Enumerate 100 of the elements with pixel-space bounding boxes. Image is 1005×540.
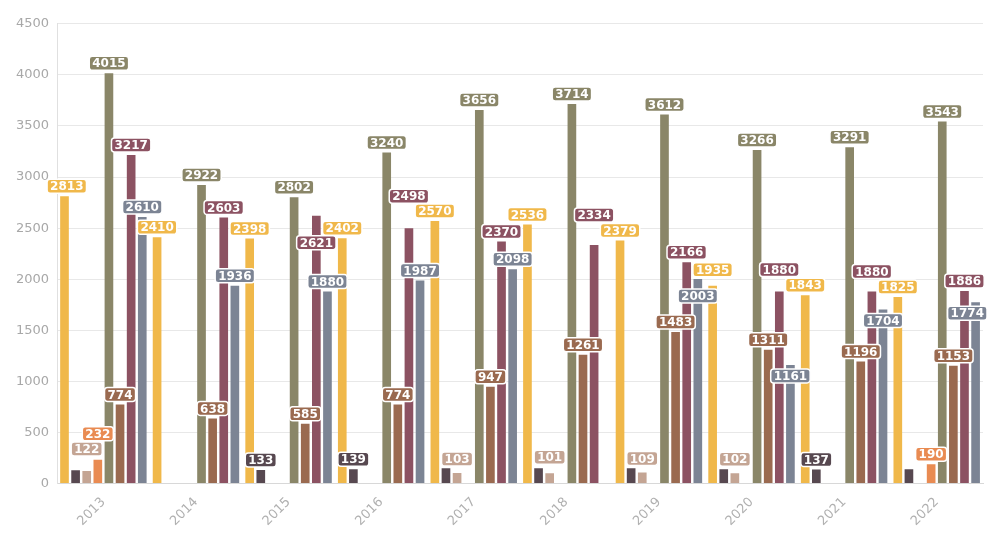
data-label: 2922 [184, 168, 219, 183]
bar [671, 332, 680, 484]
bar [763, 349, 773, 484]
data-label: 1483 [658, 315, 693, 330]
data-label: 1987 [403, 263, 437, 278]
data-label: 2410 [140, 220, 174, 235]
data-label: 109 [629, 451, 655, 466]
bar [949, 365, 958, 484]
bar [115, 404, 125, 484]
data-label: 1880 [310, 274, 345, 289]
bar [415, 280, 425, 484]
bar [615, 240, 625, 484]
data-label: 1161 [773, 369, 808, 384]
data-label: 2603 [207, 200, 241, 215]
data-label: 2370 [484, 224, 519, 239]
bar [508, 269, 517, 484]
data-label: 2498 [392, 189, 426, 204]
data-label: 137 [803, 452, 829, 467]
y-tick-label: 500 [24, 423, 50, 439]
y-tick-label: 3000 [15, 168, 50, 184]
data-label: 1261 [566, 337, 600, 352]
data-label: 103 [444, 452, 470, 467]
data-label: 2003 [681, 289, 715, 304]
data-label: 1774 [950, 306, 984, 321]
data-label: 1843 [788, 278, 822, 293]
bar [719, 469, 729, 484]
data-label: 4015 [92, 56, 126, 71]
y-tick-label: 4000 [15, 66, 50, 82]
data-label: 232 [85, 427, 111, 441]
bar [441, 468, 451, 484]
bar [452, 473, 462, 484]
data-label: 585 [292, 406, 318, 421]
data-label: 774 [385, 387, 411, 402]
data-label: 3656 [462, 93, 496, 108]
bar [926, 464, 936, 484]
bar [578, 354, 588, 484]
data-label: 2402 [325, 221, 359, 236]
bar [300, 423, 310, 484]
data-label: 102 [722, 452, 748, 467]
bar [71, 470, 80, 484]
data-label: 2610 [125, 200, 159, 215]
y-tick-label: 2000 [15, 270, 50, 286]
data-label: 1880 [762, 262, 796, 277]
y-tick-label: 2500 [15, 219, 50, 235]
data-label: 3543 [925, 104, 959, 119]
data-label: 2398 [232, 221, 267, 236]
data-label: 3240 [370, 135, 404, 150]
bar [152, 237, 162, 484]
data-label: 3217 [114, 138, 148, 153]
data-label: 1935 [695, 263, 730, 277]
y-tick-label: 3500 [15, 117, 50, 133]
y-tick-label: 4500 [15, 15, 50, 31]
bar [812, 469, 821, 484]
data-label: 2098 [495, 252, 530, 267]
bar [534, 468, 543, 484]
bar [904, 469, 914, 484]
data-label: 2536 [510, 207, 545, 222]
data-label: 3266 [740, 133, 774, 148]
data-label: 774 [107, 387, 133, 402]
data-label: 2570 [418, 204, 452, 219]
data-label: 190 [918, 447, 944, 462]
data-label: 139 [340, 452, 366, 467]
data-label: 2166 [670, 245, 704, 260]
bar [856, 361, 866, 484]
data-label: 2813 [50, 179, 84, 194]
bar [93, 459, 103, 484]
data-label: 3714 [555, 87, 589, 102]
data-label: 1311 [751, 332, 785, 347]
data-label: 2802 [277, 180, 311, 195]
data-label: 1704 [866, 313, 900, 328]
data-label: 947 [477, 369, 503, 384]
bar [486, 386, 495, 484]
data-label: 1886 [947, 274, 982, 288]
data-label: 1153 [936, 348, 971, 363]
bar [60, 196, 69, 484]
data-label: 1880 [855, 264, 889, 279]
bar [256, 469, 266, 484]
bar [208, 418, 217, 484]
data-label: 1196 [844, 344, 878, 359]
bar [82, 471, 92, 484]
bar [637, 472, 647, 484]
bar [545, 473, 555, 484]
bar [626, 468, 636, 484]
y-tick-label: 1000 [15, 372, 50, 388]
bar [730, 473, 740, 484]
y-tick-label: 0 [40, 474, 50, 490]
data-label: 638 [200, 401, 226, 416]
bar [393, 404, 403, 484]
data-label: 122 [74, 442, 100, 457]
data-label: 133 [248, 453, 274, 468]
data-label: 101 [537, 450, 563, 465]
data-label: 1936 [218, 268, 252, 283]
data-label: 2379 [603, 223, 637, 238]
bar [230, 285, 240, 484]
bar [349, 469, 358, 484]
data-label: 2621 [299, 235, 334, 250]
data-label: 2334 [577, 208, 611, 223]
y-tick-label: 1500 [15, 321, 50, 337]
data-label: 1825 [881, 280, 915, 295]
data-label: 3612 [647, 97, 682, 112]
